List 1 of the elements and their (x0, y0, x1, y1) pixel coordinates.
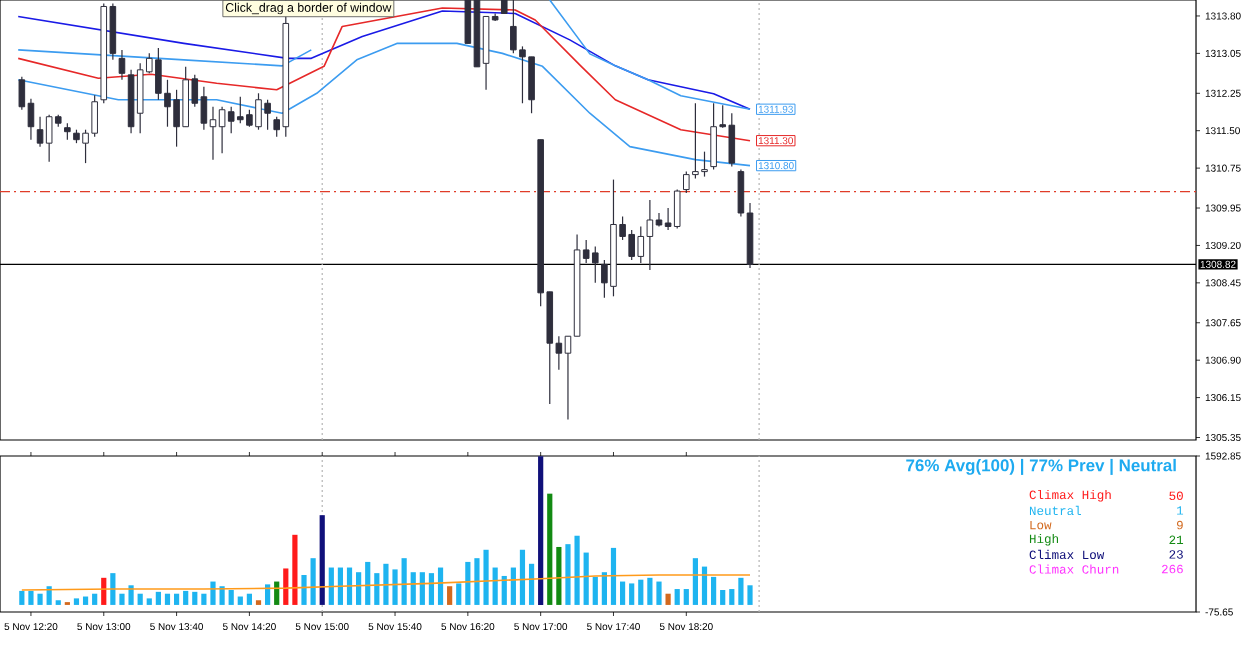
annotation: 76% Avg(100) | 77% Prev | Neutral (906, 458, 1176, 475)
